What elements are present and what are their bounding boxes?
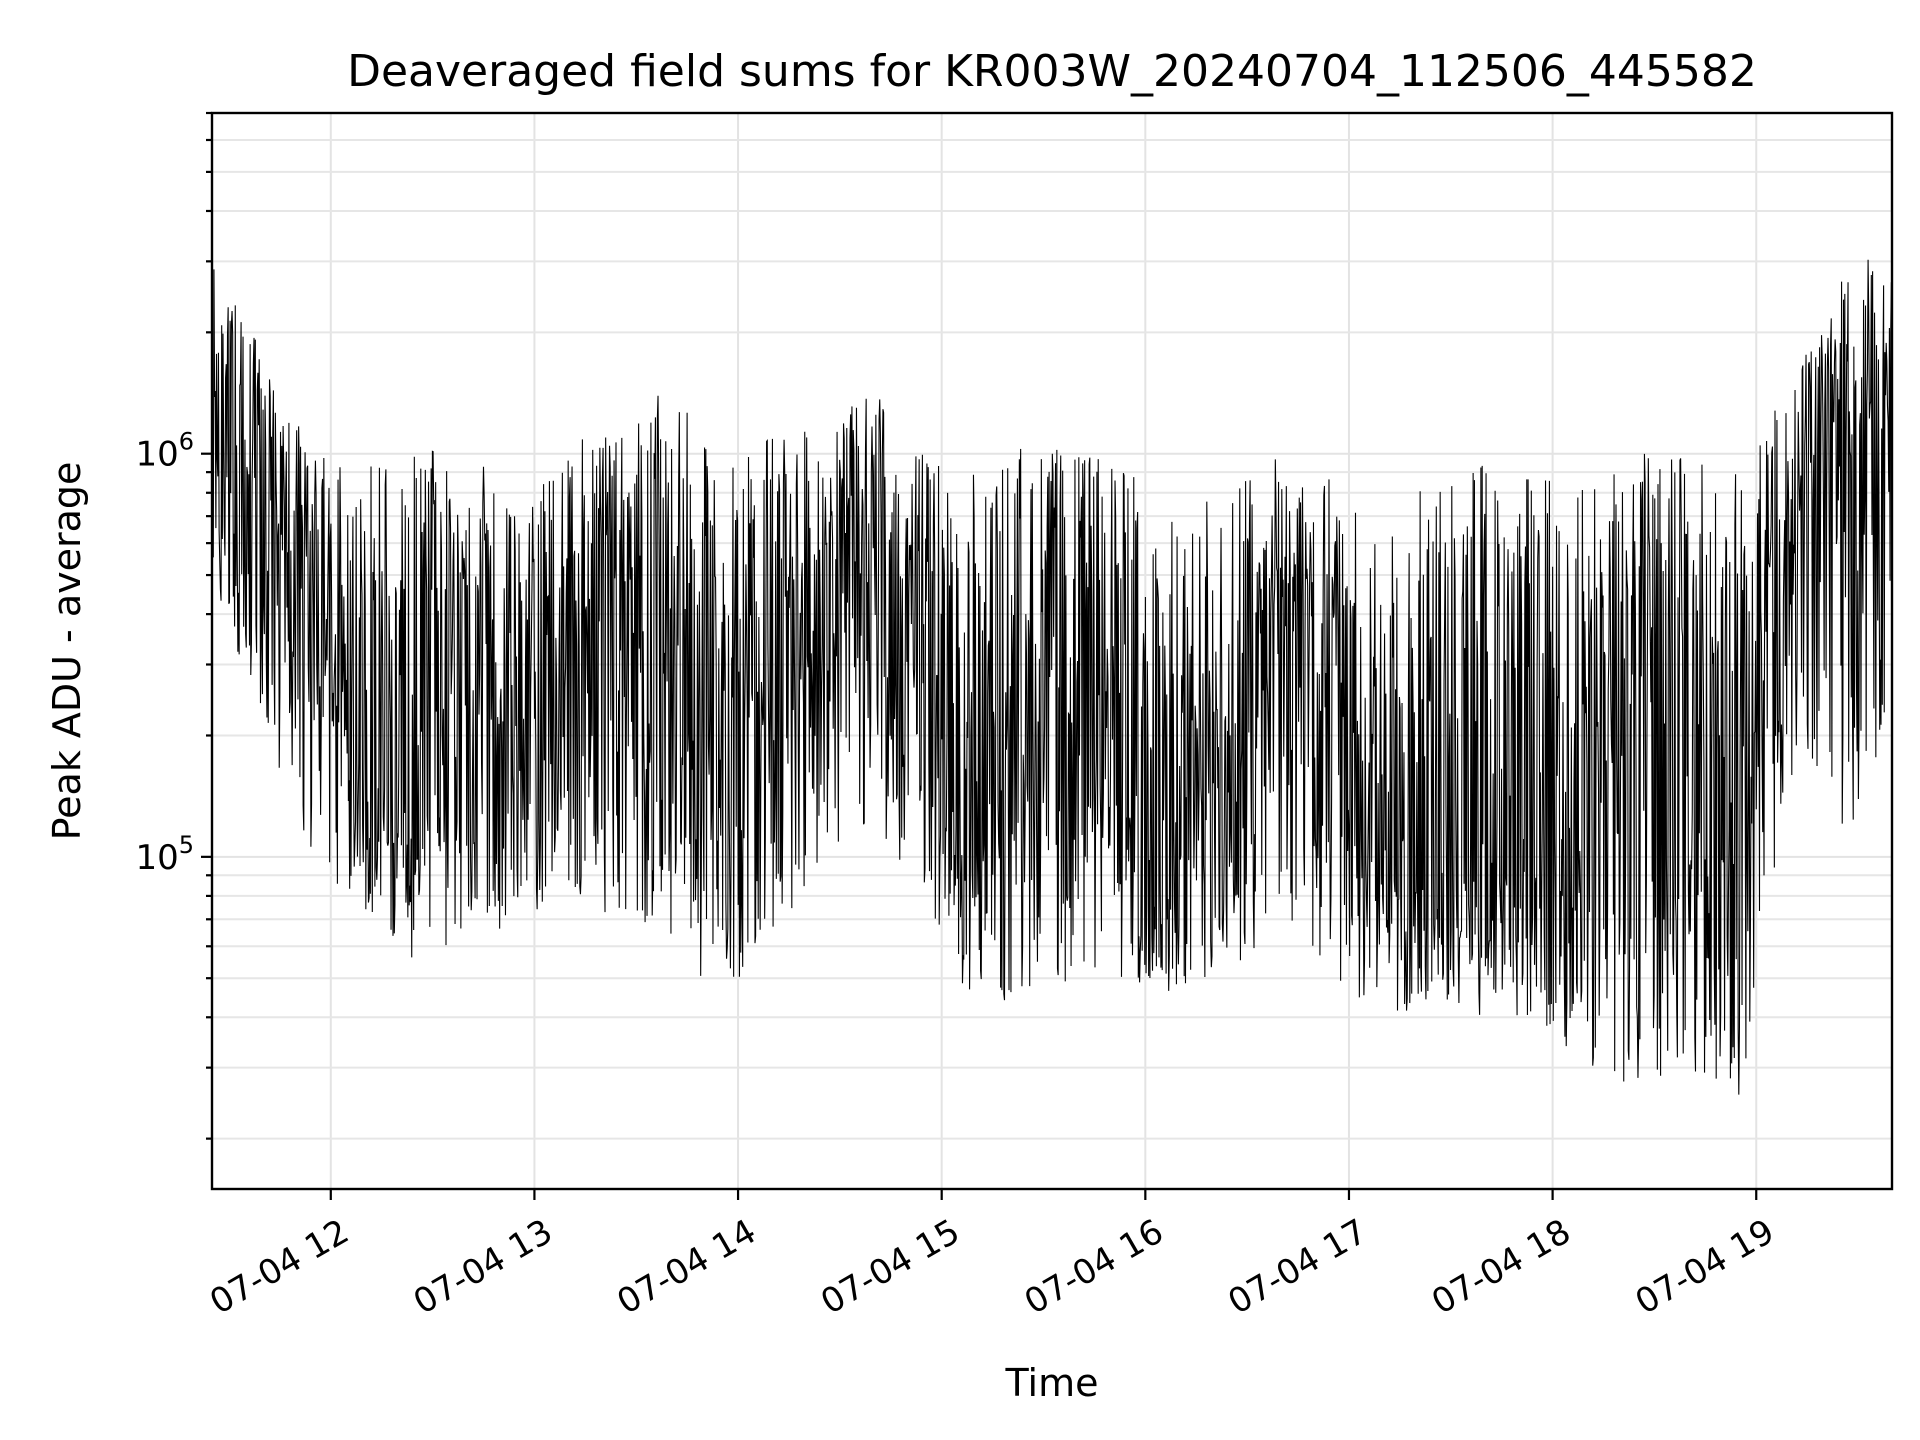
x-axis-label: Time xyxy=(1005,1361,1099,1405)
y-tick-label: 106 xyxy=(135,428,194,475)
y-tick-label: 105 xyxy=(135,831,194,878)
y-axis-label: Peak ADU - average xyxy=(45,462,89,841)
plot-area xyxy=(211,259,1893,1095)
chart-title: Deaveraged field sums for KR003W_2024070… xyxy=(347,46,1757,97)
axes-frame xyxy=(210,111,1894,1191)
series-line xyxy=(211,259,1893,1095)
y-axis: 105 106 xyxy=(135,111,212,1140)
